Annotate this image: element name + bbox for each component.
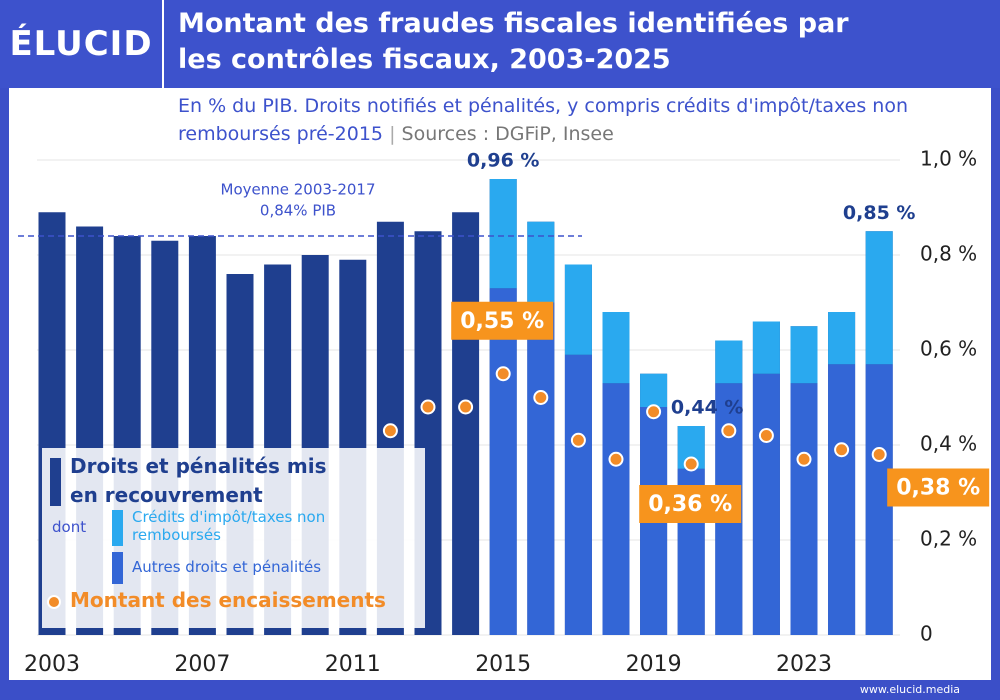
dot — [646, 404, 662, 420]
dot — [382, 423, 398, 439]
legend-label: Autres droits et pénalités — [132, 558, 322, 576]
data-label: 0,85 % — [843, 202, 916, 224]
label-box — [887, 468, 990, 507]
annotation: Moyenne 2003-2017 — [221, 181, 376, 199]
data-label: 0,55 % — [460, 309, 544, 334]
dot — [420, 399, 436, 415]
legend-swatch — [112, 510, 123, 546]
dot — [721, 423, 737, 439]
bar-segment — [527, 221, 555, 303]
bar-segment — [752, 373, 780, 635]
label-box — [639, 485, 742, 523]
y-tick-label: 1,0 % — [920, 147, 977, 171]
legend-label: Montant des encaissements — [70, 588, 386, 612]
dot — [871, 447, 887, 462]
bar-segment — [790, 383, 818, 635]
dot — [570, 432, 586, 448]
dot — [758, 428, 774, 443]
bar-segment — [640, 373, 668, 407]
x-tick-label: 2015 — [475, 652, 531, 677]
logo: ÉLUCID — [0, 0, 164, 88]
label-box — [451, 301, 554, 340]
dot — [533, 390, 549, 405]
bar-segment — [752, 321, 780, 374]
x-tick-label: 2023 — [776, 652, 832, 677]
bar-segment — [828, 364, 856, 635]
dot — [796, 451, 812, 467]
legend-swatch — [112, 552, 123, 584]
y-tick-label: 0,4 % — [920, 432, 977, 456]
bar-segment — [715, 340, 743, 384]
annotation: 0,84% PIB — [260, 202, 336, 220]
bar-segment — [489, 288, 517, 635]
x-tick-label: 2011 — [325, 652, 381, 677]
x-tick-label: 2007 — [174, 652, 230, 677]
footer-url: www.elucid.media — [859, 683, 960, 696]
bar-segment — [527, 302, 555, 635]
bar — [452, 212, 480, 635]
legend-label: Crédits d'impôt/taxes non remboursés — [132, 508, 326, 544]
dot — [683, 456, 699, 472]
legend-prefix: dont — [52, 518, 87, 536]
bar-segment — [828, 312, 856, 365]
legend-box — [42, 448, 425, 628]
dot — [458, 399, 474, 415]
y-tick-label: 0,2 % — [920, 527, 977, 551]
data-label: 0,38 % — [896, 476, 980, 501]
bar-segment — [602, 312, 630, 384]
dot — [608, 451, 624, 467]
legend-label: Droits et pénalités mis en recouvrement — [70, 454, 327, 507]
data-label: 0,96 % — [467, 150, 540, 172]
y-tick-label: 0,8 % — [920, 242, 977, 266]
bar-segment — [602, 383, 630, 635]
y-tick-label: 0,6 % — [920, 337, 977, 361]
y-tick-label: 0 — [920, 622, 933, 646]
chart-title: Montant des fraudes fiscales identifiées… — [178, 8, 849, 75]
subtitle-block: En % du PIB. Droits notifiés et pénalité… — [178, 95, 908, 145]
bar-segment — [564, 264, 592, 355]
bar-segment — [564, 354, 592, 635]
data-label: 0,36 % — [648, 492, 732, 517]
bar-segment — [865, 231, 893, 365]
dot — [495, 366, 511, 382]
legend-swatch — [50, 458, 61, 506]
data-label: 0,44 % — [671, 397, 744, 419]
dot — [834, 442, 850, 458]
subtitle: En % du PIB. Droits notifiés et pénalité… — [178, 95, 908, 145]
header: ÉLUCID Montant des fraudes fiscales iden… — [0, 0, 1000, 88]
x-tick-label: 2019 — [626, 652, 682, 677]
bar-segment — [790, 326, 818, 384]
bar-segment — [489, 179, 517, 289]
source: Sources : DGFiP, Insee — [401, 123, 614, 145]
legend-swatch — [47, 595, 61, 609]
x-tick-label: 2003 — [24, 652, 80, 677]
